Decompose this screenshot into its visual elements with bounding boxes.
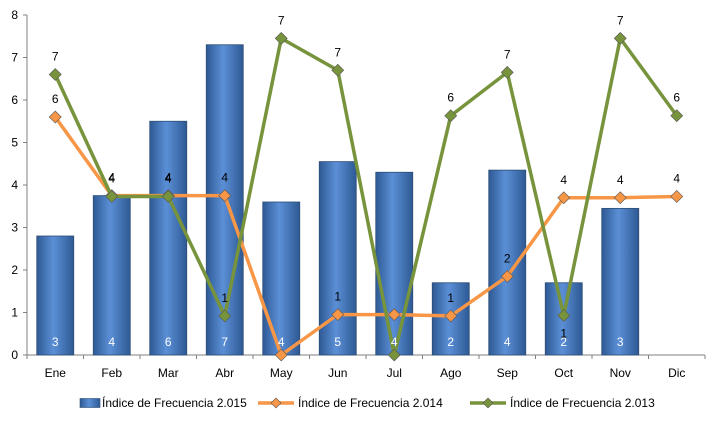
line-data-label: 7 [52, 50, 59, 64]
legend-label: Índice de Frecuencia 2.014 [298, 395, 443, 410]
series-point [218, 189, 232, 203]
legend-swatch [79, 398, 101, 408]
line-data-label: 1 [560, 326, 567, 340]
bar-data-label: 4 [108, 335, 115, 349]
y-tick-label: 8 [11, 8, 18, 22]
line-data-label: 4 [165, 171, 172, 185]
x-tick-label: May [270, 366, 293, 380]
series-point [670, 109, 684, 123]
line-data-label: 1 [334, 290, 341, 304]
x-tick-label: Ene [45, 366, 67, 380]
bar [375, 171, 414, 356]
line-data-label: 4 [108, 171, 115, 185]
y-tick-label: 2 [11, 263, 18, 277]
series-point [48, 110, 62, 124]
x-tick-label: Sep [497, 366, 519, 380]
line-data-label: 6 [447, 91, 454, 105]
line-data-label: 2 [504, 251, 511, 265]
x-tick-label: Feb [101, 366, 122, 380]
bar [601, 207, 640, 356]
x-tick-label: Mar [158, 366, 179, 380]
y-tick-label: 7 [11, 51, 18, 65]
line-data-label: 4 [165, 171, 172, 185]
series-line [53, 115, 679, 357]
bar-data-label: 6 [165, 335, 172, 349]
series-point [274, 348, 288, 362]
series-point [444, 309, 458, 323]
legend-label: Índice de Frecuencia 2.013 [510, 395, 655, 410]
bar-data-label: 2 [447, 335, 454, 349]
series-point [105, 190, 119, 203]
bar-data-label: 3 [52, 335, 59, 349]
line-data-label: 4 [673, 171, 680, 185]
series-point [48, 68, 62, 81]
bar-data-label: 4 [278, 335, 285, 349]
bar-data-label: 4 [504, 335, 511, 349]
legend-marker [270, 397, 282, 409]
bar-data-label: 4 [391, 335, 398, 349]
series-point [331, 308, 345, 322]
series-point [613, 191, 627, 205]
bar-data-label: 3 [617, 335, 624, 349]
legend: Índice de Frecuencia 2.015 Índice de Frec… [79, 395, 655, 410]
line-data-label: 4 [221, 171, 228, 185]
y-tick-label: 1 [11, 306, 18, 320]
y-tick-label: 0 [11, 348, 18, 362]
y-tick-label: 3 [11, 221, 18, 235]
series-line [53, 36, 679, 357]
x-tick-label: Dic [668, 366, 685, 380]
y-tick-label: 6 [11, 93, 18, 107]
x-tick-label: Jul [387, 366, 402, 380]
line-data-label: 6 [673, 91, 680, 105]
bar [262, 201, 301, 356]
bar [149, 120, 188, 356]
series-point [500, 269, 514, 283]
y-tick-label: 5 [11, 136, 18, 150]
line-data-label: 6 [52, 92, 59, 106]
bar-data-label: 2 [560, 335, 567, 349]
x-tick-label: Nov [610, 366, 631, 380]
series-point [557, 191, 571, 205]
bar-data-label: 7 [221, 335, 228, 349]
series-point [613, 31, 627, 45]
x-tick-label: Oct [554, 366, 573, 380]
bar [36, 235, 75, 356]
x-tick-label: Ago [440, 366, 462, 380]
line-data-label: 1 [447, 291, 454, 305]
line-data-label: 4 [560, 173, 567, 187]
line-data-label: 1 [221, 291, 228, 305]
line-data-label: 7 [617, 13, 624, 27]
line-data-label: 7 [278, 13, 285, 27]
x-tick-label: Jun [328, 366, 347, 380]
series-point [500, 65, 514, 79]
series-point [387, 348, 401, 362]
series-point [161, 190, 175, 203]
line-data-label: 4 [617, 173, 624, 187]
series-point [274, 31, 288, 45]
line-series [48, 31, 684, 362]
series-point [670, 190, 684, 203]
legend-marker [482, 397, 494, 409]
legend-label: Índice de Frecuencia 2.015 [102, 395, 247, 410]
x-tick-label: Abr [215, 366, 234, 380]
series-point [331, 63, 345, 77]
y-tick-label: 4 [11, 178, 18, 192]
series-point [444, 109, 458, 123]
line-data-label: 7 [334, 45, 341, 59]
series-point [218, 309, 232, 323]
bar-data-label: 5 [334, 335, 341, 349]
bar [488, 169, 527, 356]
bar [92, 195, 131, 356]
line-data-label: 7 [504, 47, 511, 61]
series-point [387, 308, 401, 322]
series-point [557, 309, 571, 322]
line-data-label: 4 [108, 171, 115, 185]
